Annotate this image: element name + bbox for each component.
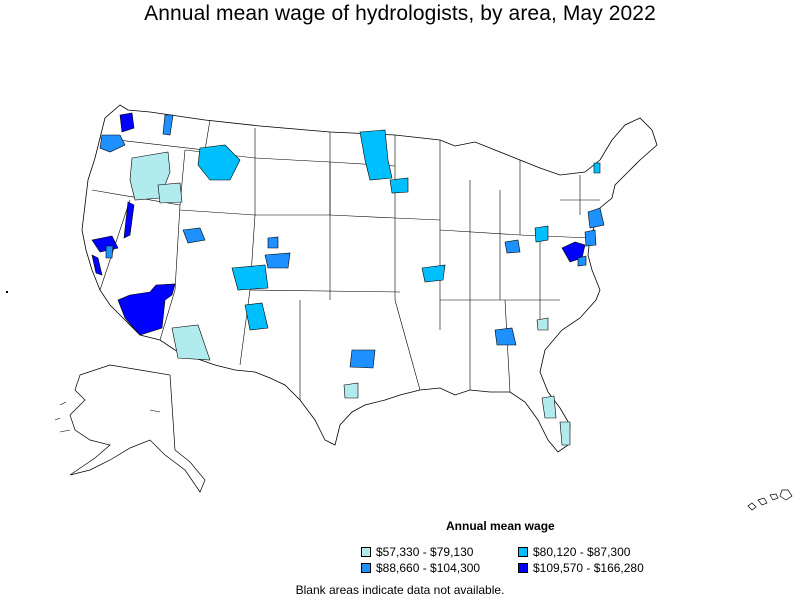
hawaii-islands <box>747 489 793 511</box>
area-tier3 <box>494 327 517 346</box>
area-tier2 <box>231 264 269 291</box>
area-tier2 <box>359 129 393 181</box>
area-tier1 <box>559 421 571 446</box>
map-title: Annual mean wage of hydrologists, by are… <box>144 2 656 25</box>
area-tier3 <box>349 349 376 369</box>
area-tier1 <box>541 395 557 419</box>
area-tier3 <box>577 255 587 267</box>
area-tier4 <box>119 112 135 133</box>
area-tier1 <box>343 382 359 399</box>
state-borders <box>91 119 600 400</box>
area-tier2 <box>534 225 549 243</box>
area-tier2 <box>421 264 446 283</box>
legend-swatch <box>361 563 371 573</box>
conus-outline <box>81 104 658 453</box>
area-tier1 <box>157 182 183 204</box>
legend-item-tier1: $57,330 - $79,130 <box>361 545 473 559</box>
area-tier1 <box>171 324 211 361</box>
legend-swatch <box>361 547 371 557</box>
area-tier2 <box>593 162 601 174</box>
area-tier3 <box>587 207 605 229</box>
legend-label: $57,330 - $79,130 <box>376 545 474 559</box>
alaska-islands <box>54 401 161 433</box>
legend-label: $80,120 - $87,300 <box>533 545 631 559</box>
area-tier3 <box>584 229 597 247</box>
area-tier4 <box>561 241 586 263</box>
area-tier4 <box>117 283 176 336</box>
alaska-outline <box>69 364 206 493</box>
area-tier2 <box>197 144 241 181</box>
area-tier3 <box>182 227 206 244</box>
area-tier4 <box>123 201 135 239</box>
legend-swatch <box>518 563 528 573</box>
legend-title: Annual mean wage <box>446 519 555 533</box>
legend-item-tier3: $88,660 - $104,300 <box>361 561 480 575</box>
legend-swatch <box>518 547 528 557</box>
map-marker <box>6 291 8 293</box>
area-tier1 <box>536 317 549 331</box>
area-tier3 <box>264 252 291 269</box>
footnote: Blank areas indicate data not available. <box>295 583 505 597</box>
area-tier3 <box>162 114 174 136</box>
area-tier3 <box>504 239 521 254</box>
legend-item-tier4: $109,570 - $166,280 <box>518 561 644 575</box>
legend-label: $109,570 - $166,280 <box>533 561 644 575</box>
wage-areas <box>91 112 605 446</box>
area-tier3 <box>267 236 279 249</box>
legend-label: $88,660 - $104,300 <box>376 561 481 575</box>
area-tier3 <box>99 134 126 153</box>
area-tier4 <box>91 254 103 276</box>
area-tier2 <box>244 302 269 331</box>
area-tier3 <box>105 245 114 259</box>
area-tier2 <box>389 177 409 194</box>
legend-item-tier2: $80,120 - $87,300 <box>518 545 630 559</box>
